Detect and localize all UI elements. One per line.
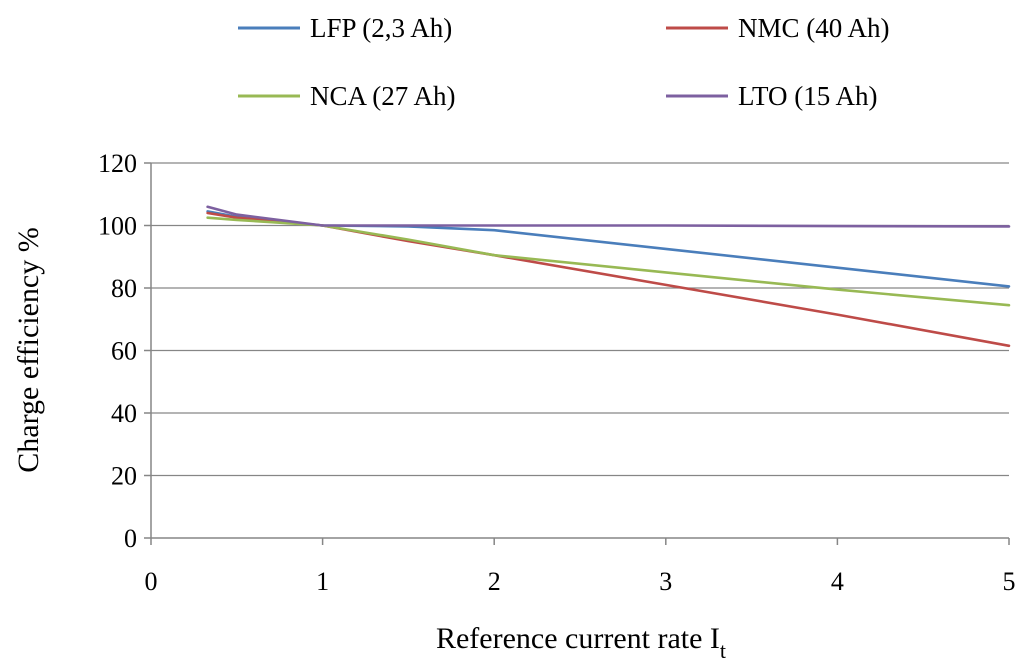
legend-label: NMC (40 Ah) — [738, 13, 890, 43]
x-axis-title: Reference current rate It — [436, 622, 726, 663]
legend-label: LTO (15 Ah) — [738, 81, 878, 111]
y-tick-label: 0 — [124, 524, 137, 553]
x-axis-title-subscript: t — [720, 638, 726, 663]
x-tick-label: 1 — [316, 567, 329, 596]
x-tick-label: 5 — [1003, 567, 1016, 596]
y-tick-label: 40 — [111, 399, 137, 428]
y-tick-label: 80 — [111, 274, 137, 303]
x-tick-label: 3 — [659, 567, 672, 596]
y-tick-label: 20 — [111, 462, 137, 491]
series-line — [206, 216, 1011, 307]
x-tick-label: 0 — [145, 567, 158, 596]
gridlines — [151, 162, 1009, 477]
y-tick-label: 100 — [98, 212, 137, 241]
legend-label: LFP (2,3 Ah) — [310, 13, 452, 43]
y-tick-label: 120 — [98, 149, 137, 178]
x-axis-title-main: Reference current rate I — [436, 622, 720, 655]
series-line — [206, 205, 1011, 228]
series-line — [206, 211, 1011, 348]
series-lines — [206, 205, 1011, 348]
x-tick-label: 2 — [488, 567, 501, 596]
y-tick-label: 60 — [111, 337, 137, 366]
y-axis-title: Charge efficiency % — [12, 227, 45, 472]
legend: LFP (2,3 Ah) NMC (40 Ah) NCA (27 Ah) LTO (1… — [238, 13, 890, 111]
legend-label: NCA (27 Ah) — [310, 81, 456, 111]
x-tick-label: 4 — [831, 567, 844, 596]
axes: 0 20 40 60 80 100 120 0 1 2 3 4 5 — [98, 149, 1016, 596]
